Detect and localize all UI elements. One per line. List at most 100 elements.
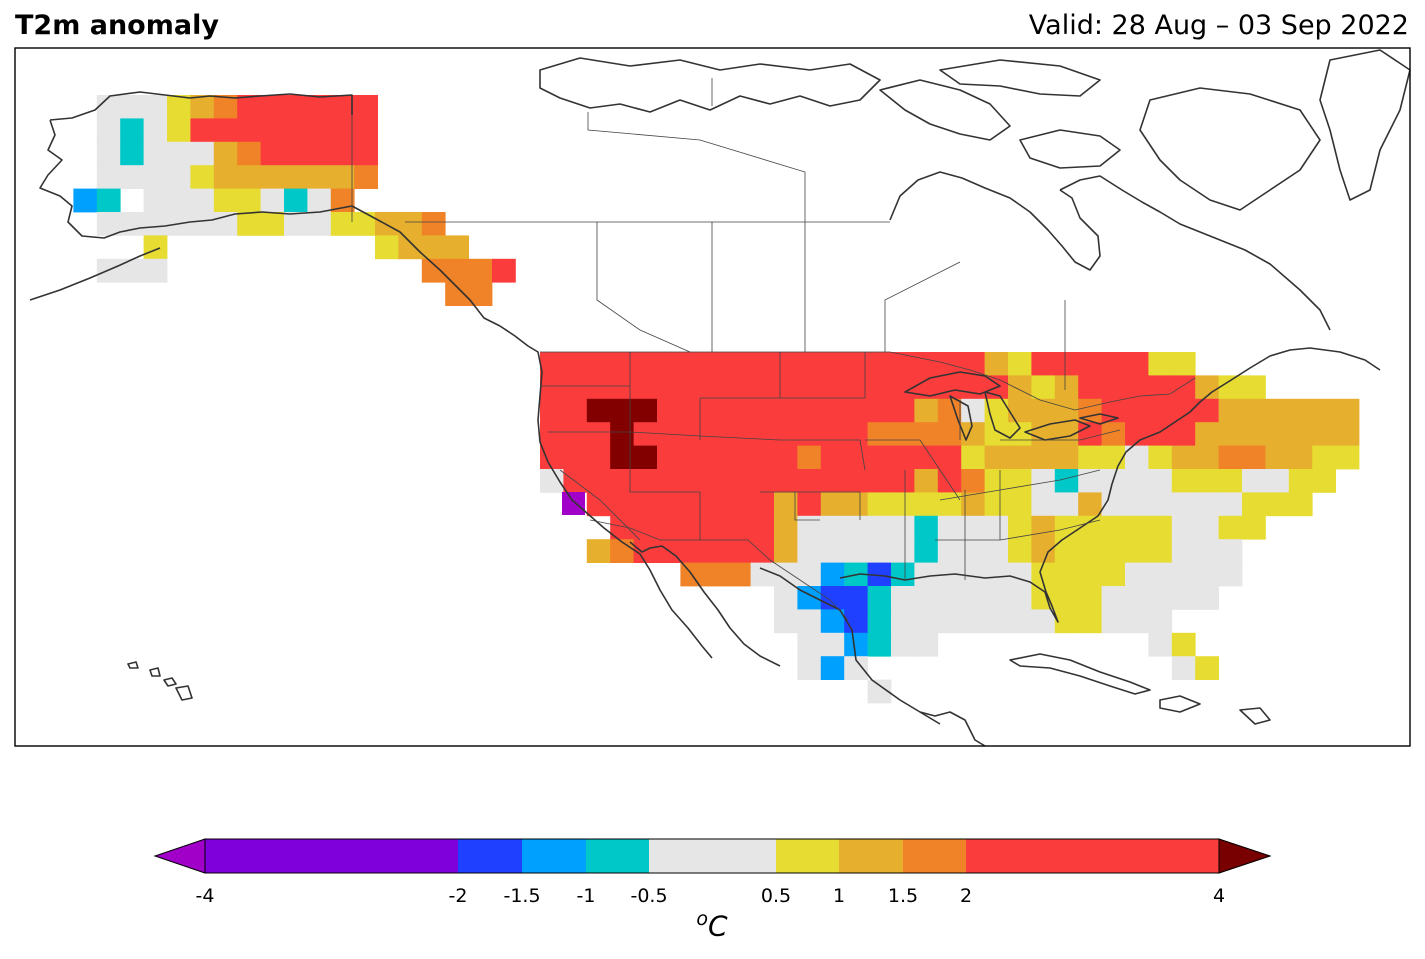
anomaly-cell <box>750 539 775 563</box>
anomaly-cell <box>937 586 962 610</box>
anomaly-cell <box>1171 352 1196 376</box>
colorbar-bin <box>839 839 903 873</box>
anomaly-cell <box>867 632 892 657</box>
anomaly-cell <box>330 118 355 143</box>
anomaly-cell <box>1171 632 1196 657</box>
anomaly-cell <box>1265 492 1290 517</box>
anomaly-cell <box>468 258 493 283</box>
anomaly-cell <box>844 492 868 517</box>
anomaly-cell <box>914 586 939 610</box>
anomaly-cell <box>143 95 168 119</box>
anomaly-cell <box>354 118 378 143</box>
anomaly-cell <box>610 398 634 423</box>
anomaly-cell <box>284 141 308 166</box>
anomaly-cell <box>750 445 775 470</box>
anomaly-cell <box>914 539 939 563</box>
anomaly-cell <box>867 609 892 634</box>
anomaly-cell <box>1218 469 1243 493</box>
anomaly-cell <box>190 165 215 189</box>
anomaly-cell <box>703 492 728 517</box>
anomaly-cell <box>307 188 332 213</box>
anomaly-cell <box>1195 586 1219 610</box>
anomaly-cell <box>961 539 985 563</box>
anomaly-cell <box>1265 398 1290 423</box>
anomaly-cell <box>984 539 1009 563</box>
hudson-bay-coast <box>889 171 1331 331</box>
anomaly-cell <box>1054 352 1079 376</box>
anomaly-cell <box>867 352 892 376</box>
anomaly-cell <box>797 539 822 563</box>
anomaly-cell <box>1008 469 1032 493</box>
anomaly-cell <box>1078 515 1102 540</box>
anomaly-cell <box>680 469 705 493</box>
anomaly-cell <box>260 165 285 189</box>
anomaly-cell <box>143 165 168 189</box>
anomaly-cell <box>586 469 611 493</box>
anomaly-cell <box>1101 375 1126 400</box>
anomaly-cell <box>984 469 1009 493</box>
anomaly-cell <box>657 398 681 423</box>
anomaly-cell <box>96 188 121 213</box>
anomaly-cell <box>1008 445 1032 470</box>
anomaly-cell <box>1031 562 1056 587</box>
colorbar-outline <box>204 838 1220 874</box>
anomaly-cell <box>1242 445 1266 470</box>
anomaly-cell <box>727 445 751 470</box>
anomaly-cell <box>190 95 215 119</box>
anomaly-cell <box>237 118 261 143</box>
colorbar-extend-low <box>153 838 206 874</box>
anomaly-cell <box>914 609 939 634</box>
anomaly-cell <box>750 562 775 587</box>
anomaly-cell <box>1171 398 1196 423</box>
colorbar-tick-label: 1.5 <box>887 885 919 907</box>
anomaly-cell <box>1242 515 1266 540</box>
anomaly-cell <box>961 492 985 517</box>
central-america-coast <box>919 711 986 747</box>
anomaly-cell <box>820 422 845 446</box>
anomaly-cell <box>797 422 822 446</box>
anomaly-cell <box>1265 469 1290 493</box>
anomaly-cell <box>1312 469 1336 493</box>
anomaly-cell <box>143 188 168 213</box>
anomaly-cell <box>1125 398 1149 423</box>
anomaly-cell <box>703 422 728 446</box>
anomaly-cell <box>1125 515 1149 540</box>
anomaly-cell <box>143 118 168 143</box>
anomaly-cell <box>237 141 261 166</box>
anomaly-cell <box>750 375 775 400</box>
anomaly-cell <box>1195 656 1219 680</box>
anomaly-cell <box>844 586 868 610</box>
unit-letter: C <box>708 909 728 943</box>
anomaly-cell <box>937 445 962 470</box>
anomaly-cell <box>891 609 915 634</box>
anomaly-cell <box>984 609 1009 634</box>
great-lakes <box>904 371 1119 441</box>
anomaly-cell <box>820 469 845 493</box>
anomaly-cell <box>727 492 751 517</box>
anomaly-cell <box>284 95 308 119</box>
anomaly-cell <box>633 398 658 423</box>
anomaly-cell <box>750 398 775 423</box>
caribbean-islands <box>1009 653 1271 725</box>
anomaly-cell <box>96 141 121 166</box>
arctic-islands <box>539 49 1411 211</box>
anomaly-cell <box>96 118 121 143</box>
anomaly-cell <box>820 632 845 657</box>
anomaly-cell <box>1125 422 1149 446</box>
anomaly-cell <box>375 235 399 260</box>
anomaly-cell <box>1125 609 1149 634</box>
colorbar-tick-label: -0.5 <box>630 885 668 907</box>
anomaly-cell <box>727 562 751 587</box>
anomaly-cell <box>891 515 915 540</box>
anomaly-cell <box>120 165 144 189</box>
anomaly-cell <box>1148 398 1173 423</box>
anomaly-cell <box>1031 539 1056 563</box>
anomaly-cell <box>120 141 144 166</box>
anomaly-cell <box>961 445 985 470</box>
anomaly-cell <box>867 492 892 517</box>
anomaly-cell <box>1171 375 1196 400</box>
anomaly-cell <box>445 235 469 260</box>
anomaly-cell <box>774 515 798 540</box>
anomaly-cell <box>1101 445 1126 470</box>
anomaly-cell <box>143 141 168 166</box>
